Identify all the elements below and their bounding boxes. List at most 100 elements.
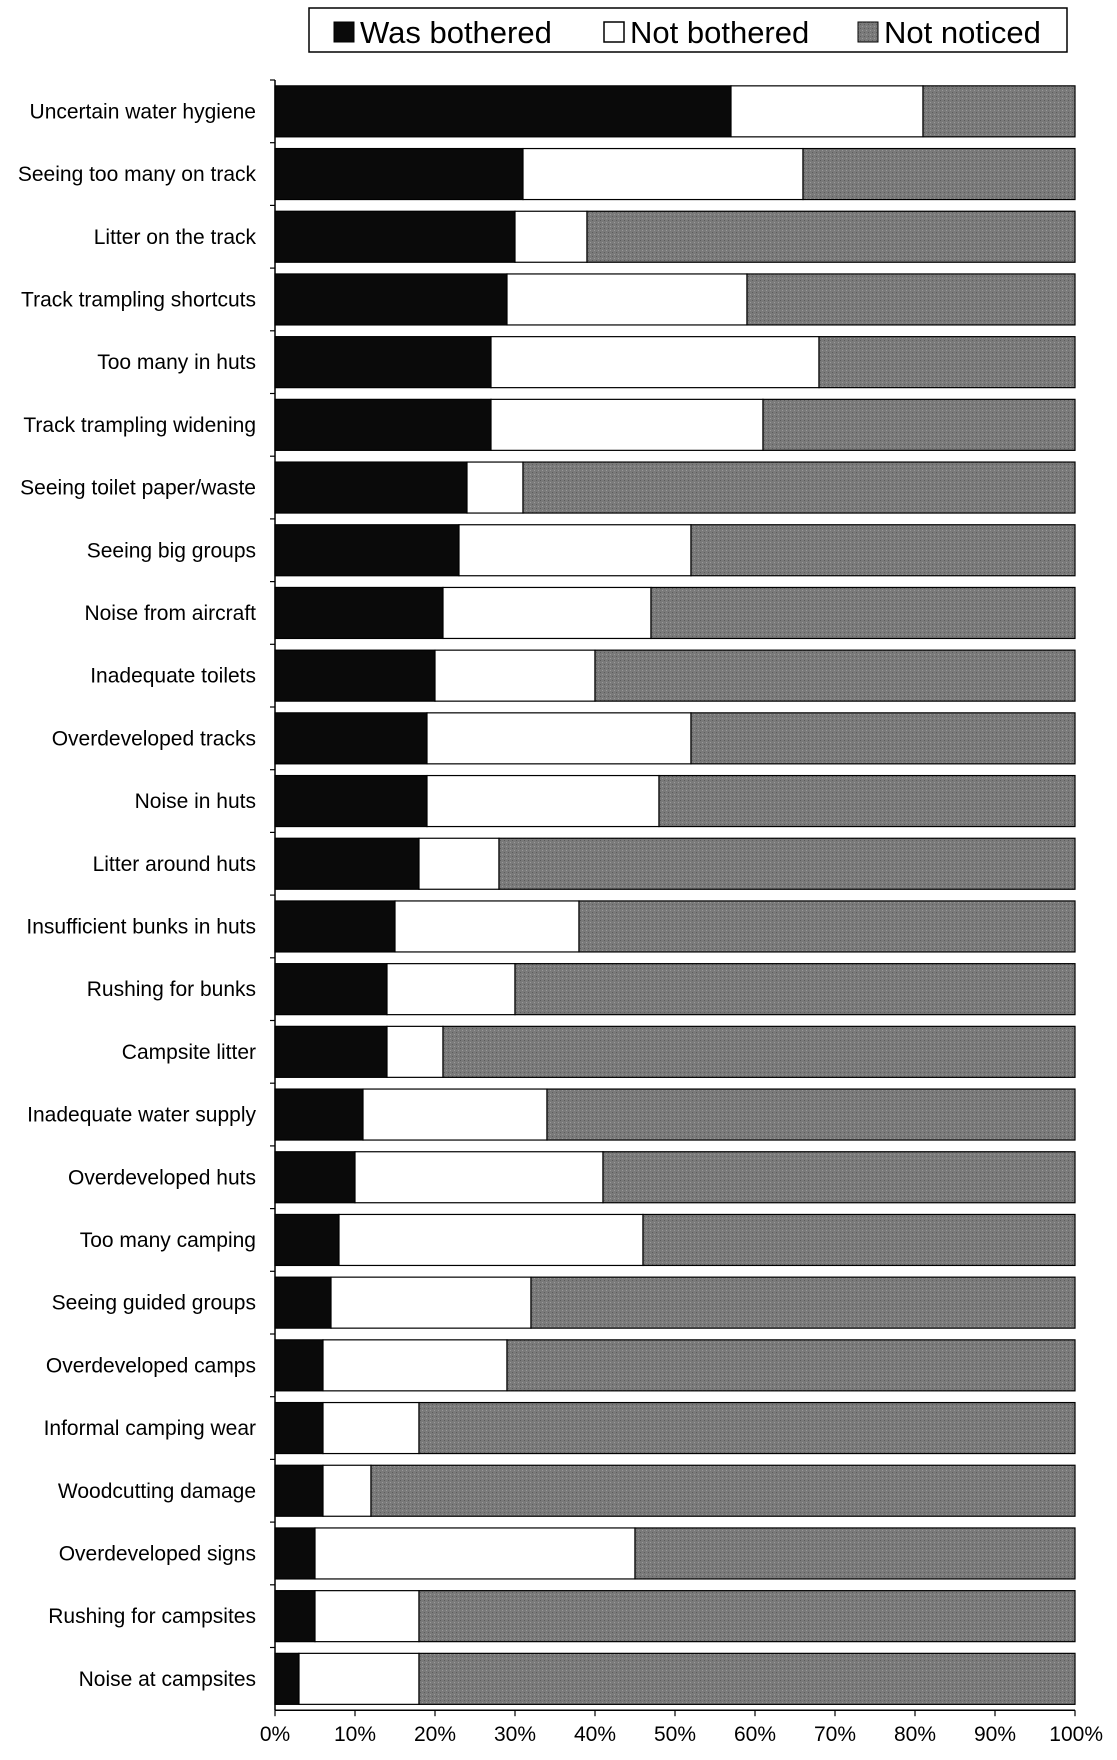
bar-litter-on-the-track-was-bothered — [274, 210, 516, 263]
category-labels: Uncertain water hygiene Seeing too many o… — [18, 100, 257, 1691]
bar-overdeveloped-camps-not-bothered — [322, 1339, 508, 1392]
category-label: Inadequate water supply — [27, 1104, 256, 1127]
x-tick-label: 80% — [894, 1723, 936, 1746]
bar-inadequate-water-supply-not-bothered — [362, 1088, 548, 1141]
legend: Was bothered Not bothered Not noticed — [308, 7, 1068, 53]
bar-rushing-for-bunks-was-bothered — [274, 963, 388, 1016]
bar-noise-in-huts-not-bothered — [426, 774, 660, 828]
bar-campsite-litter-not-noticed — [442, 1025, 1076, 1078]
bar-overdeveloped-signs-was-bothered — [274, 1527, 316, 1580]
category-label: Campsite litter — [122, 1041, 256, 1064]
bar-overdeveloped-camps-not-noticed — [506, 1339, 1076, 1392]
bar-too-many-camping-was-bothered — [274, 1213, 340, 1267]
category-label: Inadequate toilets — [90, 665, 256, 688]
bar-seeing-too-many-on-track-was-bothered — [274, 147, 524, 201]
category-label: Too many in huts — [97, 351, 256, 374]
category-label: Seeing big groups — [87, 539, 256, 562]
x-tick-label: 30% — [494, 1723, 536, 1746]
bar-insufficient-bunks-in-huts-was-bothered — [274, 900, 396, 953]
category-label: Seeing toilet paper/waste — [20, 477, 256, 500]
category-label: Informal camping wear — [44, 1417, 256, 1440]
bar-overdeveloped-tracks-was-bothered — [274, 712, 428, 765]
bar-rushing-for-campsites-was-bothered — [274, 1590, 316, 1643]
bar-informal-camping-wear-not-bothered — [322, 1401, 420, 1455]
bar-campsite-litter-not-bothered — [386, 1025, 444, 1078]
legend-swatch-was-bothered — [333, 21, 355, 43]
bar-track-trampling-shortcuts-was-bothered — [274, 273, 508, 326]
bar-insufficient-bunks-in-huts-not-noticed — [578, 900, 1076, 953]
bar-overdeveloped-huts-not-bothered — [354, 1151, 604, 1204]
bar-noise-from-aircraft-was-bothered — [274, 586, 444, 640]
x-tick-label: 100% — [1049, 1723, 1103, 1746]
bar-noise-in-huts-was-bothered — [274, 774, 428, 828]
bar-litter-around-huts-not-noticed — [498, 837, 1076, 890]
bar-overdeveloped-signs-not-noticed — [634, 1527, 1076, 1580]
bar-seeing-guided-groups-not-bothered — [330, 1276, 532, 1329]
bar-litter-on-the-track-not-noticed — [586, 210, 1076, 263]
bar-overdeveloped-camps-was-bothered — [274, 1339, 324, 1392]
category-label: Overdeveloped tracks — [52, 727, 256, 750]
bar-litter-around-huts-was-bothered — [274, 837, 420, 890]
bar-informal-camping-wear-was-bothered — [274, 1401, 324, 1455]
category-label: Insufficient bunks in huts — [26, 915, 256, 938]
bar-rushing-for-bunks-not-bothered — [386, 963, 516, 1016]
x-tick-label: 60% — [734, 1723, 776, 1746]
bar-inadequate-toilets-not-bothered — [434, 649, 596, 702]
category-label: Noise at campsites — [79, 1668, 256, 1691]
category-label: Seeing guided groups — [52, 1292, 256, 1315]
legend-box — [308, 7, 1068, 53]
bar-insufficient-bunks-in-huts-not-bothered — [394, 900, 580, 953]
plot-area — [274, 85, 1076, 1705]
x-tick-label: 70% — [814, 1723, 856, 1746]
bar-rushing-for-campsites-not-noticed — [418, 1590, 1076, 1643]
category-label: Litter around huts — [93, 853, 256, 876]
bar-seeing-guided-groups-was-bothered — [274, 1276, 332, 1329]
bar-too-many-camping-not-bothered — [338, 1213, 644, 1267]
x-tick-label: 50% — [654, 1723, 696, 1746]
bar-too-many-in-huts-not-bothered — [490, 336, 820, 389]
category-label: Noise from aircraft — [84, 602, 256, 625]
bar-noise-from-aircraft-not-noticed — [650, 586, 1076, 640]
bar-too-many-in-huts-not-noticed — [818, 336, 1076, 389]
legend-swatch-not-noticed — [857, 21, 879, 43]
bar-informal-camping-wear-not-noticed — [418, 1401, 1076, 1455]
category-label: Rushing for campsites — [48, 1605, 256, 1628]
bar-seeing-guided-groups-not-noticed — [530, 1276, 1076, 1329]
bar-inadequate-toilets-was-bothered — [274, 649, 436, 702]
bar-track-trampling-shortcuts-not-bothered — [506, 273, 748, 326]
bar-seeing-too-many-on-track-not-noticed — [802, 147, 1076, 201]
category-label: Uncertain water hygiene — [30, 100, 256, 123]
bar-woodcutting-damage-not-bothered — [322, 1464, 372, 1517]
bar-woodcutting-damage-was-bothered — [274, 1464, 324, 1517]
bar-track-trampling-widening-was-bothered — [274, 398, 492, 451]
category-label: Litter on the track — [94, 226, 257, 249]
x-axis: 0% 10% 20% 30% 40% 50% 60% 70% 80% 90% 100% — [260, 79, 1103, 1746]
bar-overdeveloped-huts-was-bothered — [274, 1151, 356, 1204]
bar-rushing-for-campsites-not-bothered — [314, 1590, 420, 1643]
bar-overdeveloped-signs-not-bothered — [314, 1527, 636, 1580]
bar-seeing-toilet-paper-waste-not-bothered — [466, 461, 524, 514]
legend-label-not-bothered: Not bothered — [630, 15, 809, 50]
bar-woodcutting-damage-not-noticed — [370, 1464, 1076, 1517]
category-label: Track trampling widening — [23, 414, 256, 437]
bar-noise-in-huts-not-noticed — [658, 774, 1076, 828]
x-tick-label: 40% — [574, 1723, 616, 1746]
category-label: Overdeveloped camps — [46, 1354, 256, 1377]
bar-litter-around-huts-not-bothered — [418, 837, 500, 890]
bar-seeing-toilet-paper-waste-not-noticed — [522, 461, 1076, 514]
category-label: Woodcutting damage — [58, 1480, 256, 1503]
bar-overdeveloped-tracks-not-noticed — [690, 712, 1076, 765]
x-tick-label: 90% — [974, 1723, 1016, 1746]
legend-label-not-noticed: Not noticed — [884, 15, 1041, 50]
bar-campsite-litter-was-bothered — [274, 1025, 388, 1078]
bar-inadequate-water-supply-not-noticed — [546, 1088, 1076, 1141]
bar-noise-at-campsites-not-noticed — [418, 1652, 1076, 1705]
bar-noise-at-campsites-was-bothered — [274, 1652, 300, 1705]
bar-seeing-toilet-paper-waste-was-bothered — [274, 461, 468, 514]
bar-noise-from-aircraft-not-bothered — [442, 586, 652, 640]
bar-overdeveloped-tracks-not-bothered — [426, 712, 692, 765]
bar-seeing-too-many-on-track-not-bothered — [522, 147, 804, 201]
bar-overdeveloped-huts-not-noticed — [602, 1151, 1076, 1204]
category-label: Track trampling shortcuts — [21, 288, 256, 311]
